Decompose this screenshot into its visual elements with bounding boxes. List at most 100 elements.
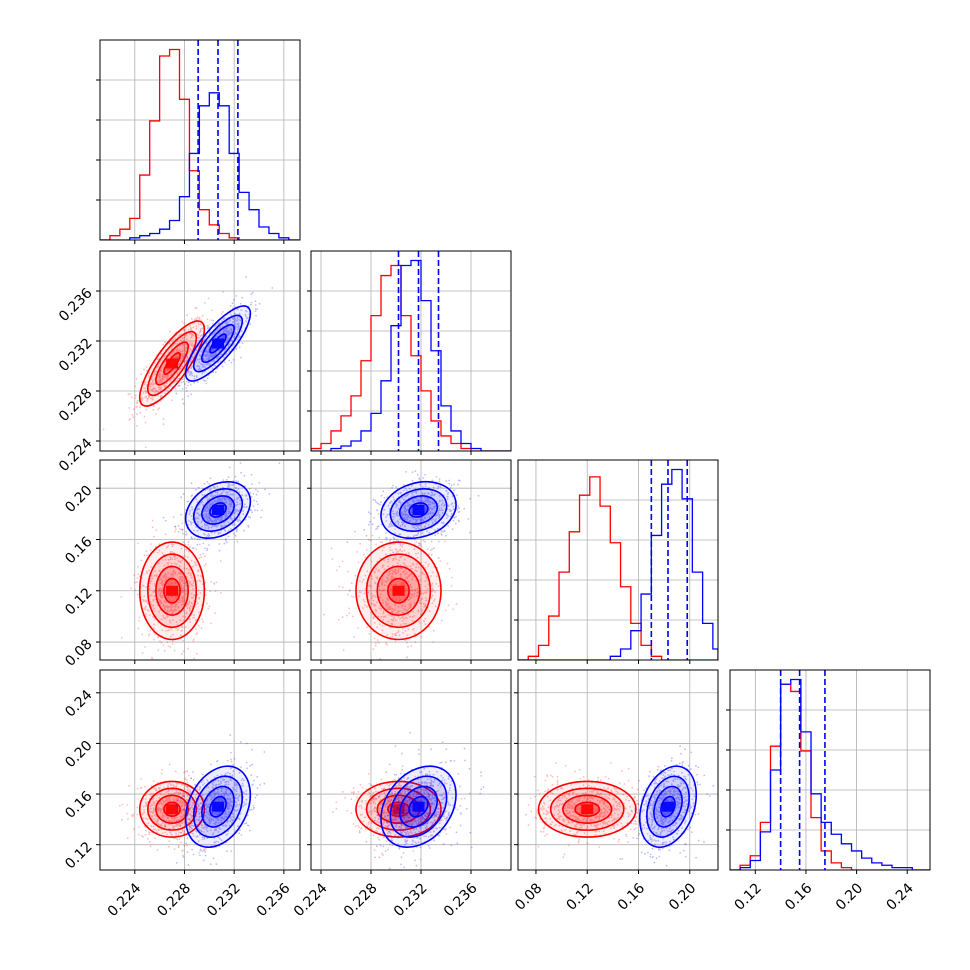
scatter-point — [190, 372, 193, 374]
scatter-point — [198, 365, 201, 368]
scatter-point — [203, 379, 206, 382]
scatter-point — [208, 497, 211, 500]
scatter-point — [204, 848, 207, 850]
scatter-point — [190, 521, 193, 524]
scatter-point — [156, 551, 159, 554]
scatter-point — [422, 477, 424, 479]
scatter-point — [201, 314, 204, 317]
scatter-point — [211, 334, 214, 336]
scatter-point — [198, 597, 201, 600]
scatter-point — [153, 627, 155, 630]
scatter-point — [225, 501, 227, 504]
scatter-point — [206, 327, 209, 330]
scatter-point — [231, 493, 234, 496]
scatter-point — [237, 323, 240, 326]
scatter-point — [374, 644, 377, 647]
panel-frame — [310, 250, 512, 452]
scatter-point — [199, 854, 201, 856]
scatter-point — [220, 503, 223, 506]
panel-content — [100, 460, 300, 660]
scatter-point — [435, 476, 438, 478]
scatter-point — [168, 610, 171, 613]
scatter-point — [160, 369, 163, 372]
scatter-point — [174, 525, 177, 528]
scatter-point — [244, 519, 247, 521]
scatter-point — [204, 534, 206, 536]
scatter-point — [228, 359, 231, 362]
scatter-point — [188, 602, 191, 604]
scatter-point — [211, 520, 214, 522]
panel-1-0 — [96, 250, 301, 455]
scatter-point — [437, 557, 440, 559]
scatter-point — [213, 354, 216, 357]
scatter-point — [251, 291, 254, 294]
scatter-point — [211, 495, 214, 497]
scatter-point — [244, 310, 247, 312]
scatter-point — [173, 649, 176, 652]
scatter-point — [220, 517, 222, 519]
scatter-point — [197, 574, 200, 577]
scatter-point — [221, 500, 224, 503]
scatter-point — [222, 291, 224, 293]
scatter-point — [222, 329, 225, 331]
scatter-point — [181, 579, 184, 582]
scatter-point — [143, 595, 146, 597]
scatter-point — [166, 641, 169, 644]
scatter-point — [200, 350, 203, 353]
scatter-point — [408, 553, 411, 556]
scatter-point — [404, 569, 406, 572]
scatter-point — [207, 326, 210, 328]
scatter-point — [361, 581, 364, 584]
scatter-point — [371, 597, 373, 600]
scatter-point — [163, 607, 166, 610]
scatter-point — [379, 657, 382, 660]
scatter-point — [439, 560, 442, 563]
scatter-point — [145, 387, 147, 390]
scatter-point — [215, 357, 218, 359]
scatter-point — [250, 495, 253, 498]
scatter-point — [175, 621, 178, 623]
scatter-point — [207, 513, 210, 516]
scatter-point — [193, 375, 196, 378]
scatter-point — [248, 829, 251, 832]
scatter-point — [397, 562, 399, 564]
scatter-point — [197, 339, 200, 342]
scatter-point — [168, 342, 171, 345]
scatter-point — [203, 508, 206, 511]
scatter-point — [351, 595, 353, 598]
scatter-point — [146, 600, 149, 603]
scatter-point — [223, 361, 226, 364]
panel-2-1 — [307, 459, 512, 664]
scatter-point — [217, 323, 219, 326]
scatter-point — [230, 330, 233, 333]
scatter-point — [208, 505, 211, 508]
scatter-point — [348, 590, 351, 592]
scatter-point — [228, 350, 231, 352]
scatter-point — [189, 326, 192, 329]
scatter-point — [181, 575, 184, 578]
scatter-point — [233, 498, 236, 501]
scatter-point — [177, 356, 179, 359]
scatter-point — [153, 623, 156, 626]
scatter-point — [204, 359, 206, 362]
scatter-point — [391, 577, 393, 579]
scatter-point — [155, 389, 158, 392]
scatter-point — [227, 508, 230, 510]
scatter-point — [180, 573, 182, 575]
scatter-point — [218, 499, 221, 502]
scatter-point — [155, 529, 158, 532]
scatter-point — [204, 527, 207, 529]
scatter-point — [162, 583, 165, 585]
scatter-point — [413, 615, 416, 617]
scatter-point — [187, 370, 190, 372]
scatter-point — [158, 600, 161, 603]
scatter-point — [451, 576, 453, 579]
scatter-point — [164, 617, 167, 620]
scatter-point — [187, 381, 190, 384]
scatter-point — [205, 510, 208, 512]
scatter-point — [197, 570, 199, 573]
scatter-point — [260, 516, 262, 519]
scatter-point — [238, 516, 241, 519]
scatter-point — [210, 622, 212, 625]
scatter-point — [235, 319, 238, 322]
